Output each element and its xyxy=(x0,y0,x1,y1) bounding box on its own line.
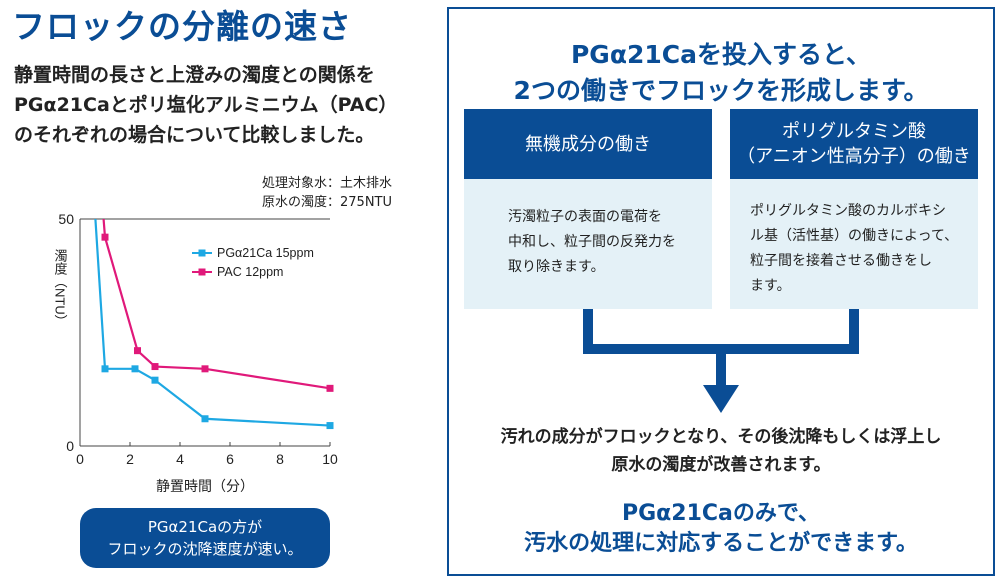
chart-markers xyxy=(101,233,334,430)
panel-heading-line-1: PGα21Caを投入すると、 xyxy=(570,40,872,69)
box-body-line: ます。 xyxy=(750,278,791,294)
conclusion-text: PGα21Caのみで、 汚水の処理に対応することができます。 xyxy=(449,499,993,559)
data-point xyxy=(326,384,334,392)
polyglutamic-box-body: ポリグルタミン酸のカルボキシ ル基（活性基）の働きによって、 粒子間を接着させる… xyxy=(730,179,978,309)
intro-line: 静置時間の長さと上澄みの濁度との関係を xyxy=(14,64,375,86)
x-tick-label: 4 xyxy=(176,451,184,467)
polyglutamic-box-title: ポリグルタミン酸 （アニオン性高分子）の働き xyxy=(730,109,978,179)
chart-callout: PGα21Caの方が フロックの沈降速度が速い。 xyxy=(80,508,330,568)
series-line-0 xyxy=(94,219,330,427)
result-line: 汚れの成分がフロックとなり、その後沈降もしくは浮上し xyxy=(500,427,942,447)
test-conditions: 処理対象水：土木排水 原水の濁度：275NTU xyxy=(262,174,392,212)
result-text: 汚れの成分がフロックとなり、その後沈降もしくは浮上し 原水の濁度が改善されます。 xyxy=(449,423,993,479)
callout-line: PGα21Caの方が xyxy=(147,518,263,536)
turbidity-chart: 0 2 4 6 8 10 0 50 PGα21Ca 15ppm PAC 12ppm 濁度（NTU… xyxy=(53,211,338,494)
box-body-line: ポリグルタミン酸のカルボキシ xyxy=(750,203,946,219)
data-point xyxy=(134,347,141,355)
x-tick-label: 10 xyxy=(322,451,338,467)
series-line-1 xyxy=(102,219,330,390)
data-point xyxy=(131,365,139,373)
legend-label: PGα21Ca 15ppm xyxy=(217,246,314,260)
condition-water: 処理対象水：土木排水 xyxy=(262,176,393,191)
data-point xyxy=(101,233,109,241)
x-tick-label: 0 xyxy=(76,451,84,467)
box-body-line: 中和し、粒子間の反発力を xyxy=(508,234,676,250)
x-tick-label: 2 xyxy=(126,451,134,467)
chart-legend: PGα21Ca 15ppm PAC 12ppm xyxy=(192,246,314,279)
inorganic-box-title: 無機成分の働き xyxy=(464,109,712,179)
box-title-line: ポリグルタミン酸 xyxy=(782,121,926,142)
conclusion-line: 汚水の処理に対応することができます。 xyxy=(524,531,918,556)
data-point xyxy=(101,365,109,373)
chart-axes: 0 2 4 6 8 10 0 50 xyxy=(58,211,338,467)
result-line: 原水の濁度が改善されます。 xyxy=(611,455,831,475)
legend-marker xyxy=(198,249,206,257)
data-point xyxy=(326,422,334,430)
box-body-line: 粒子間を接着させる働きをし xyxy=(750,253,932,269)
conclusion-line: PGα21Caのみで、 xyxy=(621,501,821,526)
panel-heading-line-2: 2つの働きでフロックを形成します。 xyxy=(513,76,929,105)
legend-label: PAC 12ppm xyxy=(217,265,283,279)
page-title: フロックの分離の速さ xyxy=(12,7,352,46)
box-body-line: 取り除きます。 xyxy=(508,259,605,275)
intro-line: PGα21Caとポリ塩化アルミニウム（PAC） xyxy=(14,94,398,116)
data-point xyxy=(151,376,159,384)
data-point xyxy=(201,415,209,423)
intro-line: のそれぞれの場合について比較しました。 xyxy=(14,124,375,146)
y-tick-label: 50 xyxy=(58,211,74,227)
box-title-line: （アニオン性高分子）の働き xyxy=(737,146,971,167)
data-point xyxy=(201,365,209,373)
intro-text: 静置時間の長さと上澄みの濁度との関係を PGα21Caとポリ塩化アルミニウム（P… xyxy=(14,60,434,150)
box-body-line: ル基（活性基）の働きによって、 xyxy=(750,228,959,244)
legend-marker xyxy=(198,268,206,276)
x-tick-label: 6 xyxy=(226,451,234,467)
y-axis-label: 濁度（NTU） xyxy=(53,248,68,327)
x-tick-label: 8 xyxy=(276,451,284,467)
box-title-line: 無機成分の働き xyxy=(525,133,651,155)
data-point xyxy=(151,363,159,371)
condition-turbidity: 原水の濁度：275NTU xyxy=(262,195,392,210)
y-tick-label: 0 xyxy=(66,438,74,454)
chart-series xyxy=(94,219,330,427)
inorganic-box-body: 汚濁粒子の表面の電荷を 中和し、粒子間の反発力を 取り除きます。 xyxy=(464,179,712,309)
mechanism-panel: PGα21Caを投入すると、 2つの働きでフロックを形成します。 無機成分の働き… xyxy=(447,7,995,576)
merge-arrow-icon xyxy=(583,309,859,413)
callout-line: フロックの沈降速度が速い。 xyxy=(107,540,303,558)
box-body-line: 汚濁粒子の表面の電荷を xyxy=(508,209,662,225)
x-axis-label: 静置時間（分） xyxy=(156,478,254,494)
